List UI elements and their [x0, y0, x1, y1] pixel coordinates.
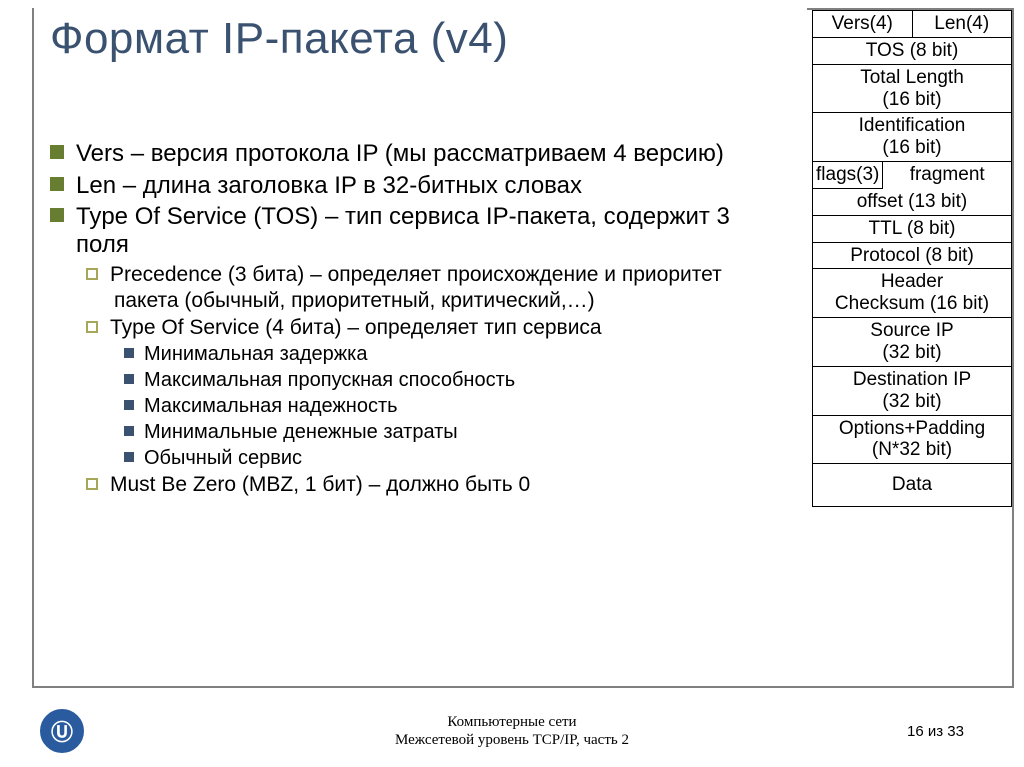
pkt-protocol: Protocol (8 bit) [813, 242, 1012, 269]
logo-icon: Ⓤ [40, 709, 84, 753]
pkt-dest-ip: Destination IP (32 bit) [813, 366, 1012, 415]
pkt-ttl: TTL (8 bit) [813, 215, 1012, 242]
pkt-options: Options+Padding (N*32 bit) [813, 415, 1012, 464]
slide: Формат IP-пакета (v4) Vers(4) Len(4) TOS… [0, 0, 1024, 767]
bullet-vers: Vers – версия протокола IP (мы рассматри… [50, 140, 750, 168]
bullet-precedence: Precedence (3 бита) – определяет происхо… [86, 262, 750, 312]
bullet-max-reliability: Максимальная надежность [124, 394, 750, 419]
bullet-min-delay: Минимальная задержка [124, 342, 750, 367]
bullet-min-cost: Минимальные денежные затраты [124, 420, 750, 445]
ip-packet-table: Vers(4) Len(4) TOS (8 bit) Total Length … [812, 10, 1012, 507]
footer: Ⓤ Компьютерные сети Межсетевой уровень T… [0, 709, 1024, 753]
pkt-len: Len(4) [913, 11, 1012, 37]
pkt-identification: Identification (16 bit) [813, 113, 1012, 162]
pkt-data: Data [813, 464, 1012, 507]
bullet-max-throughput: Максимальная пропускная способность [124, 368, 750, 393]
bullet-normal-service: Обычный сервис [124, 446, 750, 471]
pkt-tos: TOS (8 bit) [813, 37, 1012, 64]
content-body: Vers – версия протокола IP (мы рассматри… [50, 140, 750, 499]
bullet-mbz: Must Be Zero (MBZ, 1 бит) – должно быть … [86, 472, 750, 497]
slide-title: Формат IP-пакета (v4) [50, 14, 508, 64]
bullet-tos: Type Of Service (TOS) – тип сервиса IP-п… [50, 203, 750, 258]
pkt-source-ip: Source IP (32 bit) [813, 318, 1012, 367]
bullet-tos-field: Type Of Service (4 бита) – определяет ти… [86, 315, 750, 340]
pkt-flags-fragment: flags(3) fragment offset (13 bit) [813, 162, 1012, 216]
pkt-vers: Vers(4) [813, 11, 913, 37]
bullet-len: Len – длина заголовка IP в 32-битных сло… [50, 172, 750, 200]
footer-caption: Компьютерные сети Межсетевой уровень TCP… [395, 713, 629, 749]
pkt-total-length: Total Length (16 bit) [813, 64, 1012, 113]
page-number: 16 из 33 [907, 723, 964, 740]
pkt-checksum: Header Checksum (16 bit) [813, 269, 1012, 318]
